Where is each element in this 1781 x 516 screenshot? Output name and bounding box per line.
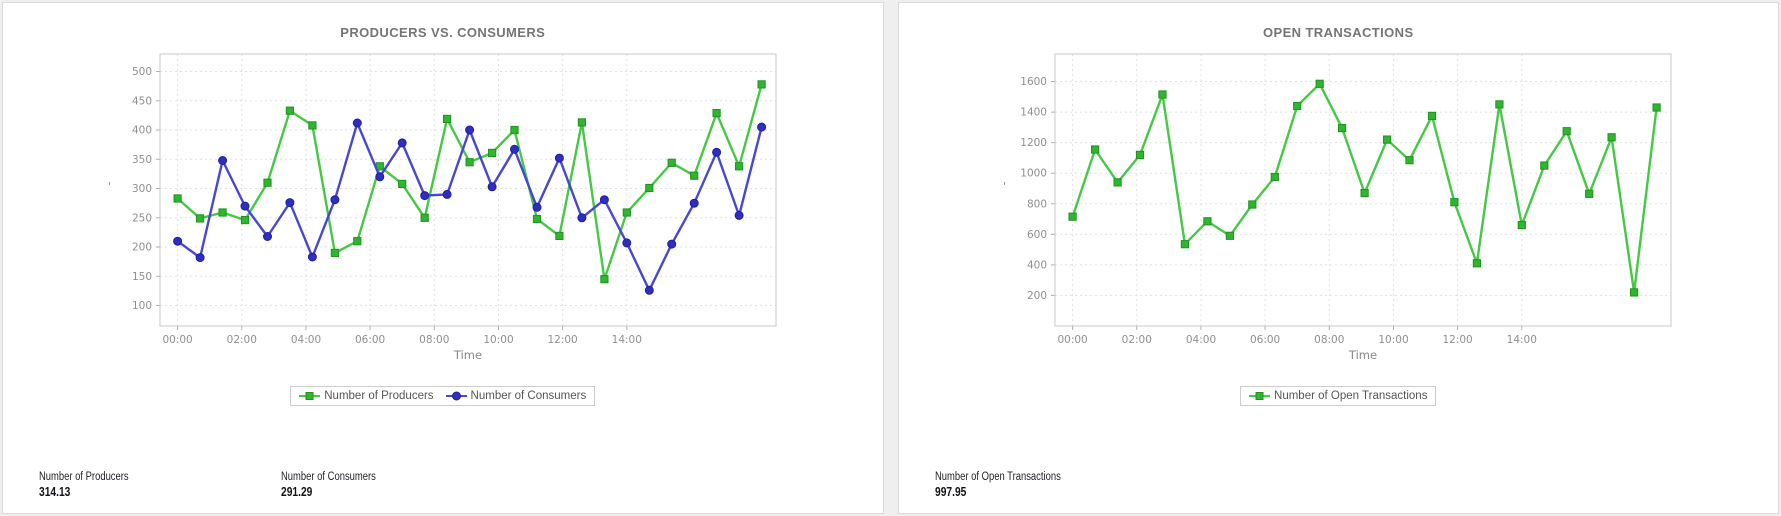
open-transactions-chart[interactable]: 200 400 600 800 1000 1200 1400 1600 00:00 02:00 04… (899, 44, 1779, 362)
stat-value: 291.29 (281, 485, 313, 499)
svg-text:1000: 1000 (1021, 168, 1048, 180)
chart-title-producers-consumers: PRODUCERS VS. CONSUMERS (340, 25, 546, 40)
stat-label: Number of Producers (39, 471, 129, 483)
legend-marker-icon (445, 391, 467, 401)
svg-text:04:00: 04:00 (291, 334, 321, 346)
stat-value: 997.95 (934, 485, 966, 499)
svg-text:12:00: 12:00 (547, 334, 577, 346)
legend-label: Number of Open Transactions (1274, 390, 1428, 402)
chart-title-open-transactions: OPEN TRANSACTIONS (1262, 25, 1414, 40)
svg-text:02:00: 02:00 (226, 334, 256, 346)
svg-text:Time: Time (453, 348, 482, 362)
svg-text:08:00: 08:00 (419, 334, 449, 346)
svg-text:1600: 1600 (1021, 76, 1048, 88)
svg-text:02:00: 02:00 (1122, 334, 1152, 346)
legend-item-number-of-open-transactions[interactable]: Number of Open Transactions (1249, 390, 1427, 402)
svg-text:350: 350 (132, 154, 152, 166)
stat-number-of-consumers: Number of Consumers 291.29 (281, 471, 523, 499)
svg-text:10:00: 10:00 (1379, 334, 1409, 346)
svg-text:': ' (108, 180, 111, 193)
svg-text:800: 800 (1027, 198, 1047, 210)
svg-text:200: 200 (132, 242, 152, 254)
svg-text:06:00: 06:00 (355, 334, 385, 346)
svg-text:Time: Time (1348, 348, 1377, 362)
stat-number-of-producers: Number of Producers 314.13 (39, 471, 281, 499)
svg-text:00:00: 00:00 (162, 334, 192, 346)
svg-text:06:00: 06:00 (1250, 334, 1280, 346)
svg-text:': ' (1003, 180, 1006, 193)
svg-text:300: 300 (132, 183, 152, 195)
svg-text:14:00: 14:00 (1507, 334, 1537, 346)
legend-item-number-of-consumers[interactable]: Number of Consumers (445, 390, 587, 402)
legend-label: Number of Producers (324, 390, 434, 402)
svg-text:1200: 1200 (1021, 137, 1048, 149)
svg-text:12:00: 12:00 (1443, 334, 1473, 346)
open-transactions-stats: Number of Open Transactions 997.95 (935, 471, 1177, 499)
open-transactions-legend: Number of Open Transactions (899, 386, 1779, 406)
svg-text:500: 500 (132, 66, 152, 78)
svg-text:08:00: 08:00 (1314, 334, 1344, 346)
panel-producers-consumers: PRODUCERS VS. CONSUMERS 100 150 200 250 300 3… (2, 2, 884, 514)
legend-box: Number of Open Transactions (1240, 386, 1437, 406)
svg-text:04:00: 04:00 (1186, 334, 1216, 346)
producers-consumers-stats: Number of Producers 314.13 Number of Consu… (39, 471, 523, 499)
panel-open-transactions: OPEN TRANSACTIONS 200 400 600 800 1000 1200 14… (897, 2, 1779, 514)
svg-text:10:00: 10:00 (483, 334, 513, 346)
producers-consumers-legend: Number of Producers Number of Consumers (3, 386, 883, 406)
stat-number-of-open-transactions: Number of Open Transactions 997.95 (935, 471, 1177, 499)
stat-label: Number of Open Transactions (934, 471, 1061, 483)
stat-value: 314.13 (39, 485, 71, 499)
svg-text:100: 100 (132, 300, 152, 312)
svg-text:14:00: 14:00 (611, 334, 641, 346)
legend-marker-icon (299, 392, 321, 400)
svg-text:250: 250 (132, 212, 152, 224)
legend-box: Number of Producers Number of Consumers (290, 386, 596, 406)
legend-label: Number of Consumers (470, 390, 587, 402)
legend-item-number-of-producers[interactable]: Number of Producers (299, 390, 434, 402)
svg-text:600: 600 (1027, 229, 1047, 241)
legend-marker-icon (1249, 392, 1271, 400)
svg-text:450: 450 (132, 95, 152, 107)
svg-text:200: 200 (1027, 290, 1047, 302)
svg-text:400: 400 (1027, 259, 1047, 271)
producers-consumers-chart[interactable]: 100 150 200 250 300 350 400 450 500 00:00 02:00 04:… (3, 44, 883, 362)
svg-text:1400: 1400 (1021, 107, 1048, 119)
svg-text:00:00: 00:00 (1058, 334, 1088, 346)
stat-label: Number of Consumers (281, 471, 376, 483)
svg-text:150: 150 (132, 271, 152, 283)
svg-text:400: 400 (132, 125, 152, 137)
